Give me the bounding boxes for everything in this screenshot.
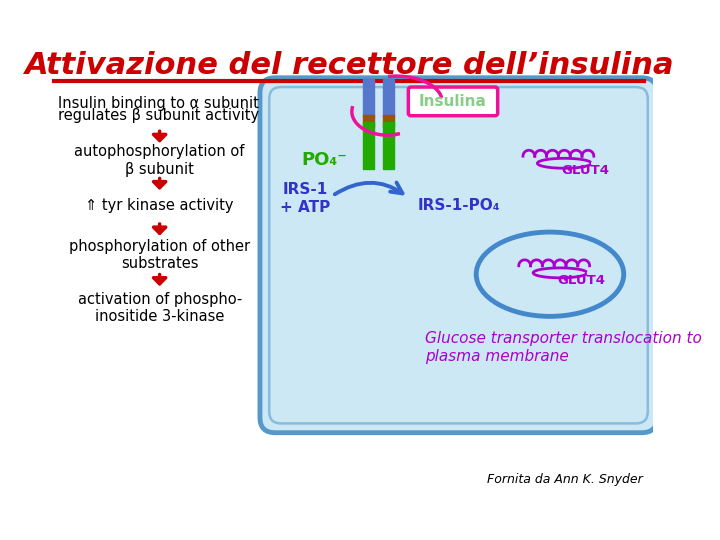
Text: Insulina: Insulina [419, 94, 487, 109]
Text: Fornita da Ann K. Snyder: Fornita da Ann K. Snyder [487, 472, 643, 485]
Text: phosphorylation of other
substrates: phosphorylation of other substrates [69, 239, 250, 271]
Bar [363, 79, 374, 117]
Text: Insulin binding to α subunit: Insulin binding to α subunit [58, 97, 258, 111]
FancyBboxPatch shape [260, 78, 657, 433]
Text: Attivazione del recettore dell’insulina: Attivazione del recettore dell’insulina [24, 51, 674, 79]
Bar [383, 123, 394, 169]
Bar [383, 115, 394, 127]
Bar [383, 79, 394, 117]
Text: ⇑ tyr kinase activity: ⇑ tyr kinase activity [86, 198, 234, 213]
Text: Glucose transporter translocation to
plasma membrane: Glucose transporter translocation to pla… [426, 332, 702, 364]
Text: PO₄⁻: PO₄⁻ [302, 151, 348, 170]
Text: activation of phospho-
inositide 3-kinase: activation of phospho- inositide 3-kinas… [78, 292, 242, 324]
Text: autophosphorylation of
β subunit: autophosphorylation of β subunit [74, 144, 245, 177]
Text: IRS-1
+ ATP: IRS-1 + ATP [280, 182, 330, 214]
Text: GLUT4: GLUT4 [562, 164, 609, 177]
Bar [363, 115, 374, 127]
Text: regulates β subunit activity: regulates β subunit activity [58, 108, 258, 123]
Text: GLUT4: GLUT4 [557, 274, 606, 287]
Bar [363, 123, 374, 169]
Text: IRS-1-PO₄: IRS-1-PO₄ [418, 198, 500, 213]
FancyBboxPatch shape [408, 87, 498, 116]
